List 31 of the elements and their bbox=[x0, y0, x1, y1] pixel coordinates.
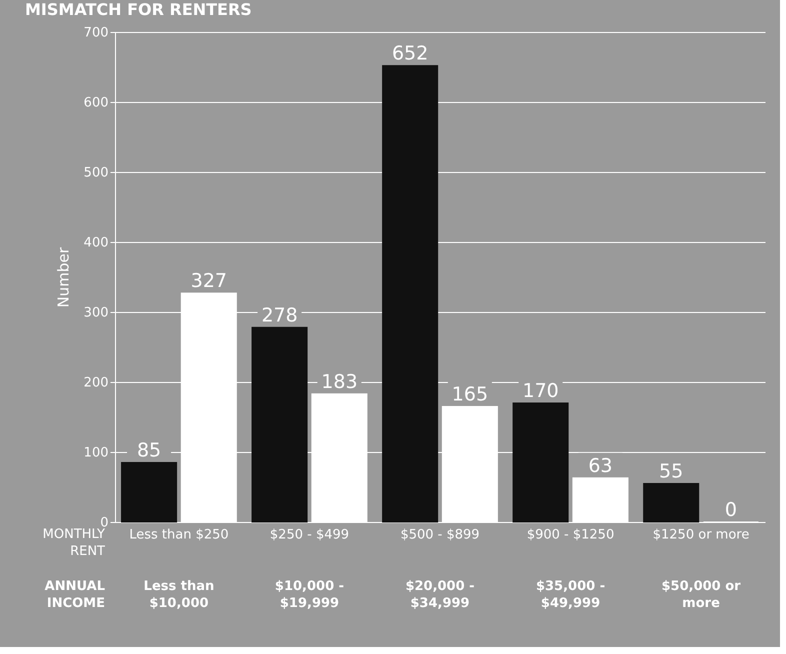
x-tick-label: Less than $250 bbox=[129, 528, 229, 542]
data-label: 0 bbox=[724, 499, 737, 521]
data-label: 85 bbox=[136, 440, 162, 462]
y-tick-label: 100 bbox=[84, 446, 108, 460]
x-tick-label: $500 - $899 bbox=[400, 528, 480, 542]
chart-title: MISMATCH FOR RENTERS bbox=[25, 0, 252, 19]
y-axis-title: Number bbox=[54, 246, 73, 308]
text: ANNUAL INCOME bbox=[44, 579, 105, 611]
y-tick-label: 600 bbox=[84, 96, 108, 110]
text: $35,000 - $49,999 bbox=[536, 579, 606, 611]
y-tick-label: 300 bbox=[84, 306, 108, 320]
data-label: 327 bbox=[190, 270, 227, 292]
data-label: 63 bbox=[588, 454, 613, 477]
text: $50,000 or more bbox=[661, 579, 742, 611]
data-label: 170 bbox=[522, 380, 559, 402]
y-tick-label: 500 bbox=[84, 166, 108, 180]
text: Less than $10,000 bbox=[144, 579, 214, 611]
data-label: 183 bbox=[321, 370, 358, 393]
text: $10,000 - $19,999 bbox=[274, 579, 344, 611]
data-label: 55 bbox=[659, 460, 684, 482]
data-label: 652 bbox=[392, 42, 428, 65]
y-tick-label: 400 bbox=[84, 236, 108, 250]
y-tick-label: 200 bbox=[84, 376, 108, 390]
text: $20,000 - $34,999 bbox=[405, 579, 475, 611]
x-tick-label: $1250 or more bbox=[652, 528, 750, 542]
x-tick-label: $250 - $499 bbox=[270, 528, 350, 542]
data-label: 165 bbox=[452, 384, 488, 406]
data-label: 278 bbox=[261, 304, 298, 326]
x-tick-label: $900 - $1250 bbox=[526, 528, 614, 542]
text: MONTHLY RENT bbox=[42, 527, 106, 559]
y-tick-label: 700 bbox=[84, 26, 108, 40]
